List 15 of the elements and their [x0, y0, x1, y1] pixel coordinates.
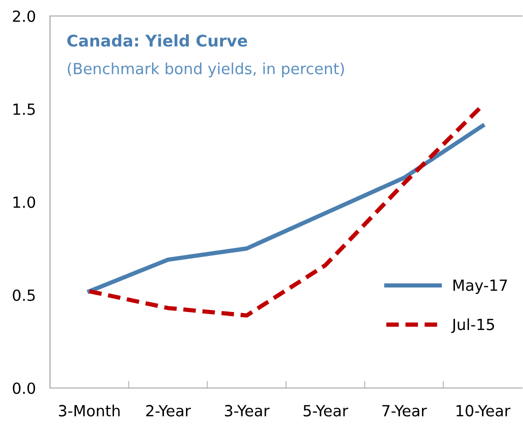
text: (Benchmark bond yields, in percent): [68, 62, 344, 78]
y-tick-label: 1.0: [13, 196, 36, 208]
x-tick-label: 7-Year: [382, 405, 427, 416]
y-tick-label: 0.0: [12, 382, 36, 394]
legend-label: May-17: [453, 280, 507, 294]
y-tick-label: 1.5: [13, 104, 35, 116]
x-tick-label: 3-Month: [58, 404, 120, 416]
y-tick-label: 0.5: [12, 289, 35, 302]
x-tick-label: 2-Year: [146, 404, 191, 416]
x-tick-label: 10-Year: [456, 404, 510, 416]
text: Canada: Yield Curve: [67, 34, 248, 47]
y-tick-label: 2.0: [12, 10, 36, 22]
x-tick-label: 3-Year: [224, 404, 270, 416]
legend-label: Jul-15: [451, 318, 494, 334]
x-tick-label: 5-Year: [304, 405, 348, 416]
